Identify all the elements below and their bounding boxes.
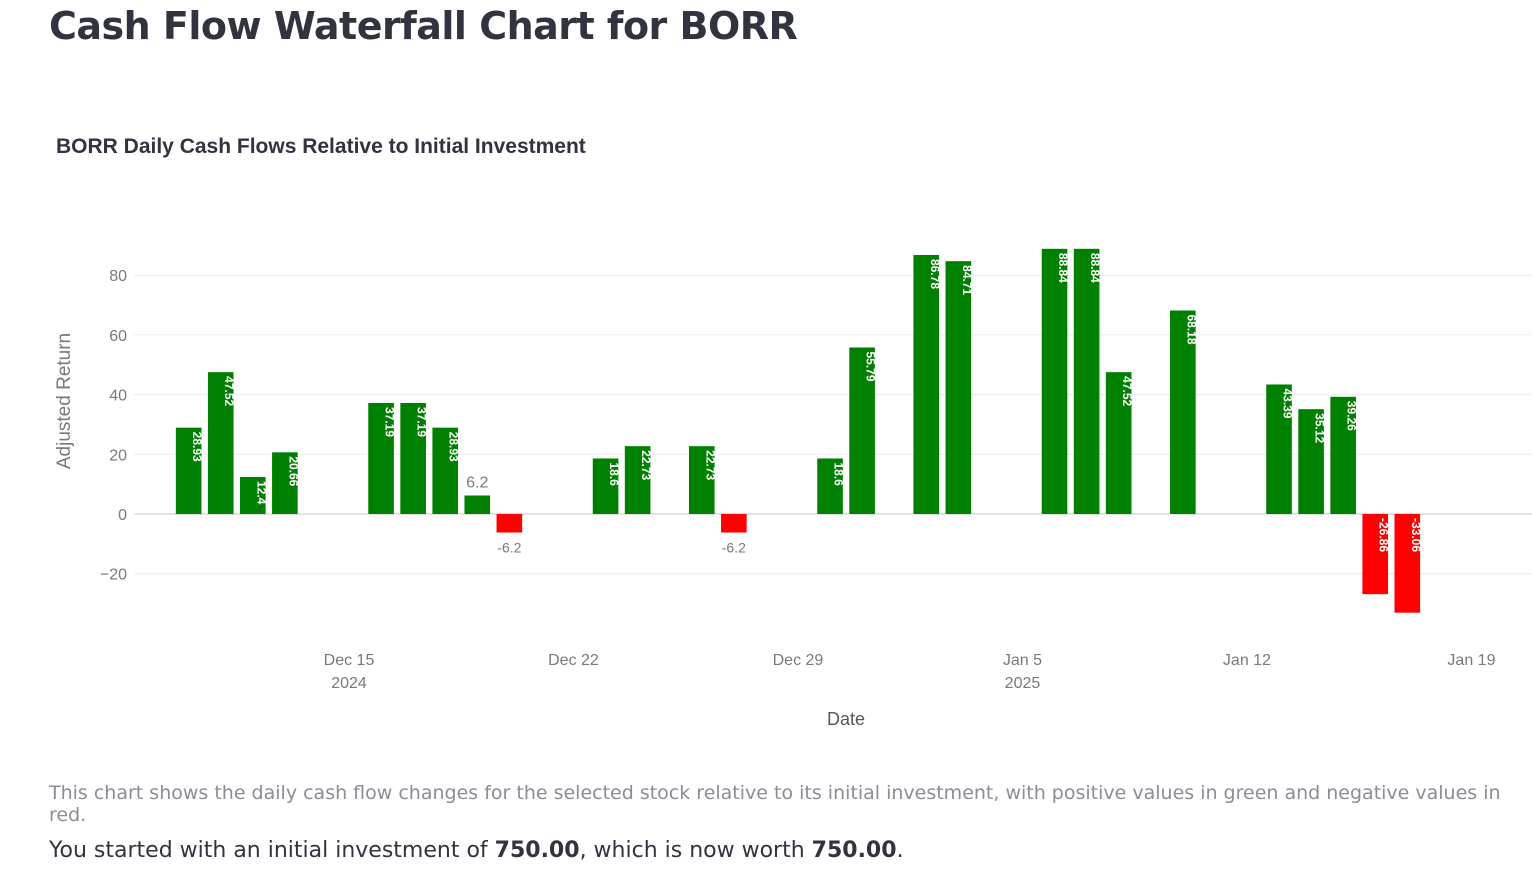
current-worth-value: 750.00 <box>811 838 897 863</box>
bar-value-label: 35.12 <box>1313 413 1327 443</box>
bar-value-label: 88.84 <box>1088 253 1102 283</box>
x-axis-label: Date <box>827 709 865 729</box>
bar-value-label: 18.6 <box>832 462 846 486</box>
x-tick-label: Jan 12 <box>1223 652 1271 669</box>
bar[interactable] <box>1105 372 1132 514</box>
bar[interactable] <box>1362 514 1389 595</box>
bar-value-label: 22.73 <box>703 450 717 480</box>
bar[interactable] <box>400 402 426 514</box>
bar-labels: 28.93 47.52 12.4 20.66 37.19 37.19 28.93 6.2 -6.… <box>190 253 1423 556</box>
bar[interactable] <box>175 427 202 514</box>
initial-investment-value: 750.00 <box>494 838 580 863</box>
bar[interactable] <box>368 402 394 514</box>
y-axis-ticks: 80 60 40 20 0 −20 <box>100 268 127 584</box>
bar-value-label: 22.73 <box>639 450 653 480</box>
bar[interactable] <box>624 446 651 514</box>
x-tick-label: Dec 22 <box>548 652 599 669</box>
x-tick-year-label: 2025 <box>1005 675 1041 692</box>
x-tick-label: Jan 5 <box>1003 652 1042 669</box>
x-tick-year-label: 2024 <box>331 675 367 692</box>
bar-value-label: 28.93 <box>190 432 204 462</box>
chart-container[interactable]: BORR Daily Cash Flows Relative to Initia… <box>0 110 1532 750</box>
bar-value-label: -26.86 <box>1377 518 1391 552</box>
bar-value-label: 43.39 <box>1281 388 1295 418</box>
bar[interactable] <box>817 458 843 514</box>
bar[interactable] <box>239 476 266 514</box>
y-tick-label: 80 <box>109 268 127 285</box>
chart-title: BORR Daily Cash Flows Relative to Initia… <box>56 135 586 158</box>
bar[interactable] <box>1041 248 1068 514</box>
bar[interactable] <box>1170 310 1196 514</box>
bar-value-label: 47.52 <box>222 376 236 406</box>
bar[interactable] <box>432 427 459 514</box>
bar-value-label: 39.26 <box>1345 401 1359 431</box>
bar-value-label: 84.71 <box>960 265 974 295</box>
y-tick-label: 40 <box>109 388 127 405</box>
summary-suffix: . <box>896 838 904 863</box>
bar[interactable] <box>1073 248 1100 514</box>
bar-value-label: 12.4 <box>254 481 268 505</box>
bar-value-label: 86.78 <box>928 259 942 289</box>
bar-value-label: 88.84 <box>1056 253 1070 283</box>
page-title: Cash Flow Waterfall Chart for BORR <box>49 4 798 48</box>
chart-caption: This chart shows the daily cash flow cha… <box>49 782 1501 826</box>
bar[interactable] <box>272 452 298 514</box>
bar-value-label: 68.18 <box>1184 314 1198 344</box>
bar-value-label: 55.79 <box>864 351 878 381</box>
bar-value-label: -6.2 <box>722 540 746 556</box>
bar[interactable] <box>1298 409 1324 514</box>
bar[interactable] <box>496 514 523 533</box>
bar[interactable] <box>849 347 875 514</box>
waterfall-chart[interactable]: BORR Daily Cash Flows Relative to Initia… <box>0 110 1532 750</box>
bar[interactable] <box>592 458 619 514</box>
bar-value-label: 20.66 <box>286 456 300 486</box>
bars[interactable] <box>175 248 1421 613</box>
y-tick-label: 60 <box>109 328 127 345</box>
bar-value-label: 37.19 <box>415 407 429 437</box>
bar-value-label: 47.52 <box>1120 376 1134 406</box>
bar[interactable] <box>945 261 972 514</box>
bar[interactable] <box>1266 384 1292 514</box>
bar-value-label: 6.2 <box>466 474 488 491</box>
x-tick-label: Jan 19 <box>1447 652 1495 669</box>
x-axis-ticks: Dec 15 2024 Dec 22 Dec 29 Jan 5 2025 Jan 12 Jan… <box>324 652 1496 692</box>
bar[interactable] <box>1394 514 1421 613</box>
investment-summary: You started with an initial investment o… <box>49 838 904 863</box>
bar-value-label: 37.19 <box>383 407 397 437</box>
bar-value-label: 18.6 <box>607 462 621 486</box>
bar[interactable] <box>913 254 940 514</box>
bar[interactable] <box>464 495 491 514</box>
y-tick-label: −20 <box>100 567 127 584</box>
bar[interactable] <box>721 514 747 533</box>
bar[interactable] <box>1330 396 1356 514</box>
bar-value-label: -6.2 <box>497 540 521 556</box>
x-tick-label: Dec 29 <box>773 652 824 669</box>
x-tick-label: Dec 15 <box>324 652 375 669</box>
bar-value-label: -33.06 <box>1409 518 1423 552</box>
summary-prefix: You started with an initial investment o… <box>49 838 495 863</box>
y-tick-label: 0 <box>118 507 127 524</box>
summary-middle: , which is now worth <box>579 838 812 863</box>
bar[interactable] <box>688 446 715 514</box>
y-axis-label: Adjusted Return <box>54 333 75 469</box>
bar[interactable] <box>207 372 234 514</box>
bar-value-label: 28.93 <box>447 432 461 462</box>
y-tick-label: 20 <box>109 447 127 464</box>
